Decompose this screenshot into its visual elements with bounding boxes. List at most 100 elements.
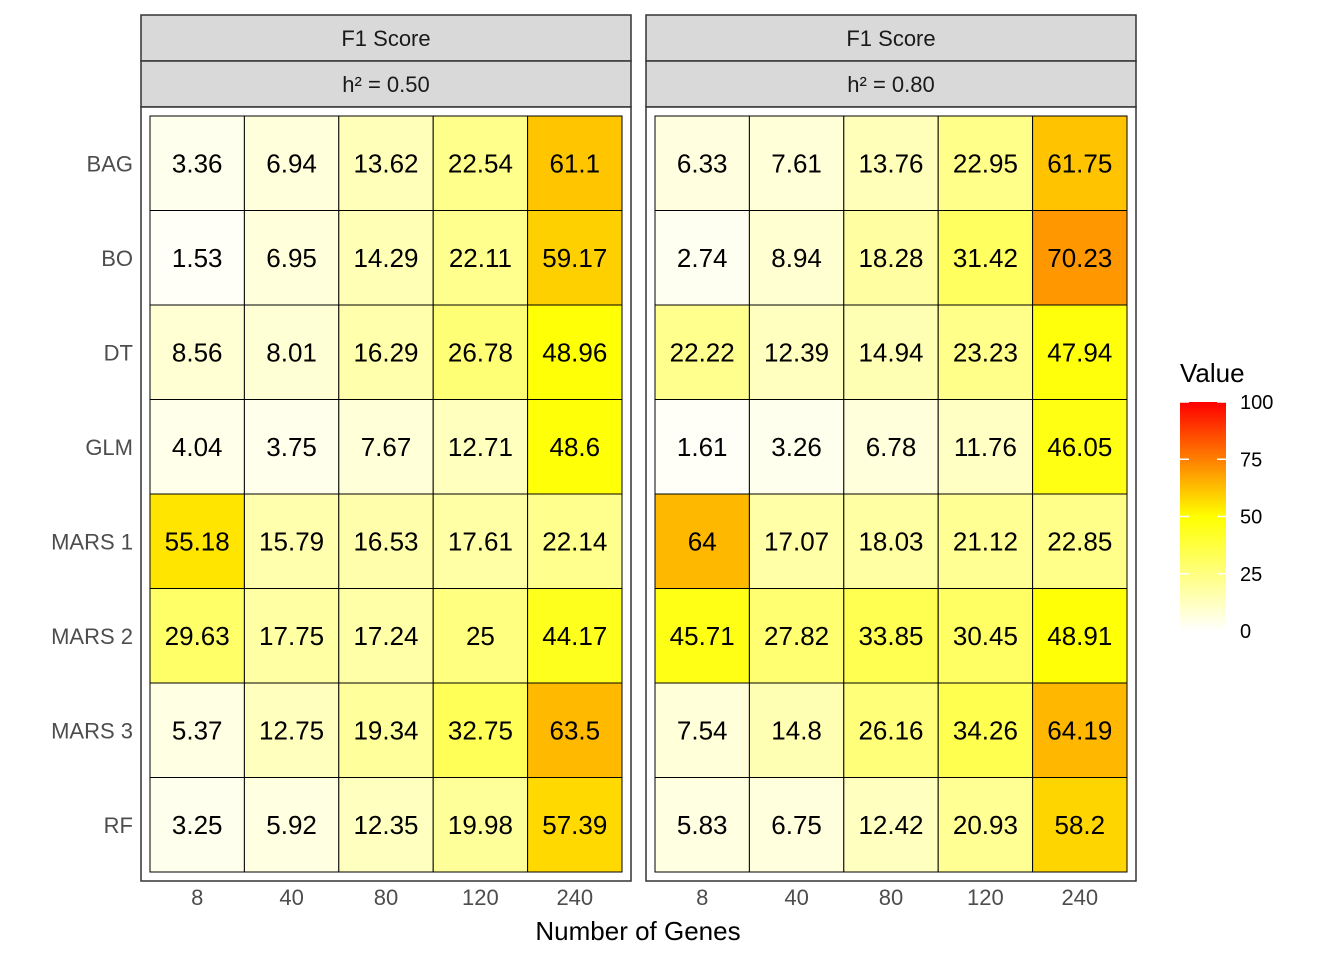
cell-value-label: 8.94: [771, 243, 822, 273]
heatmap-cell: [748, 682, 845, 778]
legend-title: Value: [1180, 358, 1245, 388]
legend-tick-label: 25: [1240, 564, 1262, 586]
cell-value-label: 46.05: [1047, 432, 1112, 462]
x-tick-label: 8: [696, 885, 708, 910]
cell-value-label: 16.29: [353, 337, 418, 367]
cell-value-label: 3.26: [771, 432, 822, 462]
cell-value-label: 17.61: [448, 526, 513, 556]
cell-value-label: 63.5: [549, 715, 600, 745]
cell-value-label: 64.19: [1047, 715, 1112, 745]
y-tick-label: BAG: [87, 151, 133, 176]
cell-value-label: 19.98: [448, 810, 513, 840]
x-tick-label: 40: [784, 885, 808, 910]
heatmap-cell: [243, 682, 340, 778]
strip-bottom-label: h² = 0.80: [847, 72, 934, 97]
cell-value-label: 4.04: [172, 432, 223, 462]
panel-1: F1 Score h² = 0.50 3.36 6.94 13.62 22.54 61.1 1…: [140, 14, 632, 910]
heatmap-cell: [843, 682, 939, 778]
cell-value-label: 17.75: [259, 621, 324, 651]
heatmap-cell: [527, 304, 623, 400]
cell-value-label: 44.17: [542, 621, 607, 651]
cell-value-label: 18.03: [858, 526, 923, 556]
heatmap-cell: [654, 304, 750, 400]
heatmap-cell: [1032, 304, 1128, 400]
cell-value-label: 6.95: [266, 243, 317, 273]
y-axis-labels: BAG BO DT GLM MARS 1 MARS 2 MARS 3 RF: [51, 151, 133, 838]
cell-value-label: 17.07: [764, 526, 829, 556]
heatmap-cell: [149, 115, 245, 211]
heatmap-cell: [748, 115, 845, 211]
heatmap-cell: [1032, 115, 1128, 211]
strip-bottom-label: h² = 0.50: [342, 72, 429, 97]
cell-value-label: 12.75: [259, 715, 324, 745]
cell-value-label: 32.75: [448, 715, 513, 745]
heatmap-cell: [654, 588, 750, 684]
cell-value-label: 22.54: [448, 148, 513, 178]
heatmap-cell: [338, 115, 434, 211]
cell-value-label: 16.53: [353, 526, 418, 556]
x-tick-label: 8: [191, 885, 203, 910]
heatmap-cell: [843, 588, 939, 684]
cell-value-label: 12.39: [764, 337, 829, 367]
legend-tick-label: 0: [1240, 621, 1251, 643]
heatmap-cell: [432, 210, 529, 306]
y-tick-label: MARS 3: [51, 718, 133, 743]
strip-top-label: F1 Score: [341, 26, 430, 51]
cell-value-label: 48.96: [542, 337, 607, 367]
x-tick-label: 40: [279, 885, 303, 910]
legend: Value 0 25 50 75 100: [1180, 358, 1273, 643]
legend-tick-label: 50: [1240, 507, 1262, 529]
heatmap-cell: [243, 304, 340, 400]
cell-value-label: 3.25: [172, 810, 223, 840]
cell-value-label: 48.6: [549, 432, 600, 462]
cell-value-label: 61.1: [549, 148, 600, 178]
cell-value-label: 34.26: [953, 715, 1018, 745]
x-tick-label: 80: [879, 885, 903, 910]
cell-value-label: 8.56: [172, 337, 223, 367]
cell-value-label: 29.63: [165, 621, 230, 651]
heatmap-cell: [843, 115, 939, 211]
cell-value-label: 13.76: [858, 148, 923, 178]
heatmap-cell: [937, 115, 1034, 211]
cell-value-label: 3.36: [172, 148, 223, 178]
cell-value-label: 22.22: [670, 337, 735, 367]
heatmap-cell: [527, 210, 623, 306]
cell-value-label: 31.42: [953, 243, 1018, 273]
cell-value-label: 22.14: [542, 526, 607, 556]
legend-tick-label: 75: [1240, 449, 1262, 471]
x-tick-label: 120: [967, 885, 1004, 910]
heatmap-cell: [243, 777, 340, 873]
cell-value-label: 3.75: [266, 432, 317, 462]
heatmap-cell: [937, 588, 1034, 684]
heatmap-cell: [338, 682, 434, 778]
heatmap-cell: [527, 115, 623, 211]
strip-top-box: [645, 14, 1137, 62]
heatmap-cell: [1032, 777, 1128, 873]
heatmap-cell: [527, 682, 623, 778]
heatmap-cell: [527, 493, 623, 589]
strip-bottom-box: [140, 60, 632, 108]
heatmap-cell: [432, 493, 529, 589]
cell-value-label: 57.39: [542, 810, 607, 840]
cell-value-label: 47.94: [1047, 337, 1112, 367]
cell-value-label: 12.42: [858, 810, 923, 840]
heatmap-cell: [243, 399, 340, 495]
heatmap-cell: [748, 588, 845, 684]
cell-value-label: 18.28: [858, 243, 923, 273]
heatmap-cell: [654, 777, 750, 873]
panels-layer: F1 Score h² = 0.50 3.36 6.94 13.62 22.54 61.1 1…: [140, 14, 1137, 910]
heatmap-cell: [748, 210, 845, 306]
cell-value-label: 11.76: [954, 432, 1017, 462]
heatmap-cell: [843, 210, 939, 306]
y-tick-label: RF: [104, 813, 133, 838]
cell-value-label: 6.75: [771, 810, 822, 840]
cell-value-label: 26.78: [448, 337, 513, 367]
cell-value-label: 7.54: [677, 715, 728, 745]
cell-value-label: 17.24: [353, 621, 418, 651]
heatmap-cell: [1032, 588, 1128, 684]
cell-value-label: 6.78: [866, 432, 917, 462]
heatmap-cell: [149, 399, 245, 495]
heatmap-cell: [149, 777, 245, 873]
heatmap-cell: [243, 210, 340, 306]
